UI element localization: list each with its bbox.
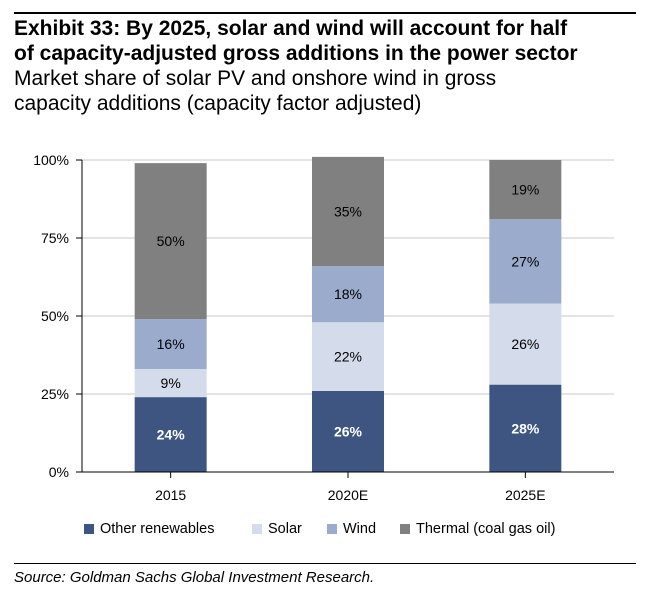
data-label: 27% <box>511 253 539 269</box>
data-label: 28% <box>511 420 540 436</box>
legend-label: Wind <box>343 521 377 537</box>
x-tick-label: 2025E <box>505 487 545 503</box>
x-tick-label: 2020E <box>328 487 368 503</box>
bottom-rule <box>14 563 636 564</box>
legend-swatch <box>84 524 94 534</box>
legend-label: Thermal (coal gas oil) <box>416 521 556 537</box>
legend-item: Solar <box>252 521 302 537</box>
legend-label: Solar <box>268 521 302 537</box>
y-tick-label: 50% <box>41 308 69 324</box>
stacked-bar-chart: 0% 25% 50% 75% 100% 24% 9% 16% 50% 2015 26% 22% 18% 3… <box>33 152 614 503</box>
source-note: Source: Goldman Sachs Global Investment … <box>14 569 375 586</box>
data-label: 26% <box>334 423 363 439</box>
bar-segment-3-2015 <box>134 319 207 370</box>
legend-item: Other renewables <box>84 521 214 537</box>
data-label: 18% <box>334 286 362 302</box>
data-label: 22% <box>334 349 362 365</box>
chart-subtitle-line-2: capacity additions (capacity factor adju… <box>14 92 422 115</box>
bar-segment-4-2020E <box>312 156 384 267</box>
legend-swatch <box>400 524 410 534</box>
legend-label: Other renewables <box>100 521 215 537</box>
legend-swatch <box>252 524 262 534</box>
bar-segment-2-2025E <box>489 303 562 385</box>
data-label: 26% <box>511 336 539 352</box>
data-label: 9% <box>161 375 181 391</box>
chart-subtitle: Market share of solar PV and onshore win… <box>14 66 644 116</box>
bar-segment-1-2020E <box>312 390 384 472</box>
chart-title-line-2: of capacity-adjusted gross additions in … <box>14 42 578 65</box>
bar-segment-3-2025E <box>489 219 562 304</box>
chart-legend: Other renewables Solar Wind Thermal (coal g… <box>0 521 648 543</box>
chart-title: Exhibit 33: By 2025, solar and wind will… <box>14 16 644 66</box>
data-label: 16% <box>157 336 185 352</box>
bar-segment-3-2020E <box>312 266 384 323</box>
bar-segment-4-2025E <box>489 160 562 220</box>
x-tick-label: 2015 <box>155 487 186 503</box>
y-tick-label: 25% <box>41 386 69 402</box>
bar-segment-4-2015 <box>134 163 207 320</box>
bar-segment-1-2025E <box>489 384 562 472</box>
title-block: Exhibit 33: By 2025, solar and wind will… <box>14 16 644 116</box>
y-tick-label: 75% <box>41 230 69 246</box>
legend-item: Wind <box>327 521 376 537</box>
chart-title-line-1: Exhibit 33: By 2025, solar and wind will… <box>14 17 568 40</box>
data-label: 19% <box>511 182 539 198</box>
legend-item: Thermal (coal gas oil) <box>400 521 555 537</box>
data-label: 24% <box>157 427 186 443</box>
bar-segment-1-2015 <box>134 397 207 472</box>
top-rule <box>14 12 636 14</box>
legend-swatch <box>327 524 337 534</box>
y-tick-label: 0% <box>49 464 69 480</box>
bar-segment-2-2020E <box>312 322 384 391</box>
data-label: 50% <box>157 233 185 249</box>
data-label: 35% <box>334 203 362 219</box>
chart-subtitle-line-1: Market share of solar PV and onshore win… <box>14 67 497 90</box>
y-tick-label: 100% <box>33 152 69 168</box>
bar-segment-2-2015 <box>134 369 207 398</box>
